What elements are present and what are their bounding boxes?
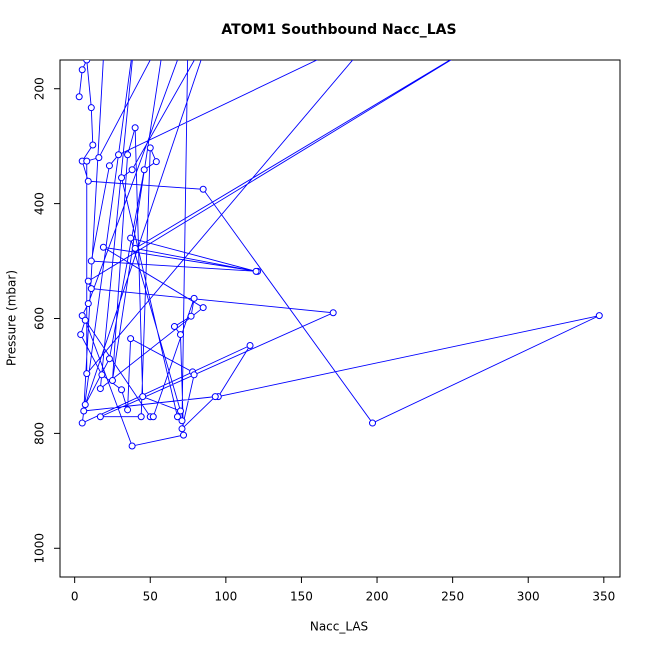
data-point (108, 377, 116, 385)
y-tick-label: 800 (33, 422, 47, 445)
data-point (128, 442, 136, 450)
data-point (131, 124, 139, 132)
data-point (75, 93, 83, 101)
y-tick-label: 1000 (33, 533, 47, 564)
data-point (178, 425, 186, 433)
data-point (190, 371, 198, 379)
chart-title: ATOM1 Southbound Nacc_LAS (221, 22, 456, 38)
data-point (173, 413, 181, 421)
data-point (84, 277, 92, 285)
x-tick-label: 350 (592, 590, 615, 604)
data-point (118, 174, 126, 182)
x-tick-label: 250 (441, 590, 464, 604)
data-point (95, 154, 103, 162)
y-axis-label: Pressure (mbar) (5, 270, 19, 366)
data-point (208, 28, 214, 34)
data-point (211, 393, 219, 401)
data-point (185, 28, 191, 34)
data-point (176, 407, 184, 415)
data-point (131, 244, 139, 252)
data-point (81, 316, 89, 324)
data-point (124, 151, 132, 159)
data-point (170, 323, 178, 331)
x-tick-label: 100 (214, 590, 237, 604)
data-point (137, 413, 145, 421)
data-point (84, 300, 92, 308)
data-point (246, 341, 254, 349)
data-point (84, 177, 92, 185)
x-tick-label: 300 (517, 590, 540, 604)
data-point (139, 393, 147, 401)
data-point (87, 104, 95, 112)
data-point (83, 157, 91, 165)
y-tick-label: 600 (33, 307, 47, 330)
x-tick-label: 0 (71, 590, 79, 604)
data-point (81, 401, 89, 409)
data-point (102, 28, 108, 34)
data-point (199, 304, 207, 312)
data-point (83, 370, 91, 378)
data-point (132, 28, 138, 34)
data-point (105, 355, 113, 363)
x-axis-label: Nacc_LAS (310, 620, 368, 634)
data-point (152, 158, 160, 166)
data-point (96, 385, 104, 393)
data-line (78, 60, 600, 447)
data-point (140, 166, 148, 174)
data-point (115, 151, 123, 159)
data-point (83, 60, 91, 64)
data-point (118, 386, 126, 394)
data-point (98, 371, 106, 379)
data-point (162, 28, 168, 34)
data-point (87, 285, 95, 293)
plot-area (75, 28, 603, 450)
data-point (176, 331, 184, 339)
x-tick-label: 200 (366, 590, 389, 604)
data-point (190, 294, 198, 302)
data-point (78, 66, 86, 74)
x-tick-label: 50 (143, 590, 158, 604)
data-point (96, 413, 104, 421)
data-point (80, 407, 88, 415)
data-point (77, 331, 85, 339)
data-point (128, 166, 136, 174)
data-point (127, 234, 135, 242)
y-tick-label: 400 (33, 192, 47, 215)
data-point (99, 243, 107, 251)
data-point (127, 335, 135, 343)
data-point (187, 312, 195, 320)
data-point (87, 257, 95, 265)
data-point (180, 431, 188, 439)
data-point (199, 185, 207, 193)
data-point (89, 141, 97, 149)
data-point (329, 309, 337, 317)
data-point (146, 144, 154, 152)
data-point (149, 413, 157, 421)
plot-frame (59, 59, 621, 578)
y-tick-label: 200 (33, 77, 47, 100)
data-point (78, 419, 86, 427)
data-point (124, 406, 132, 414)
data-point (595, 312, 603, 320)
data-point (105, 162, 113, 170)
data-point (178, 417, 186, 425)
data-point (369, 419, 377, 427)
x-tick-label: 150 (290, 590, 313, 604)
data-point (252, 267, 260, 275)
data-point (495, 28, 501, 34)
